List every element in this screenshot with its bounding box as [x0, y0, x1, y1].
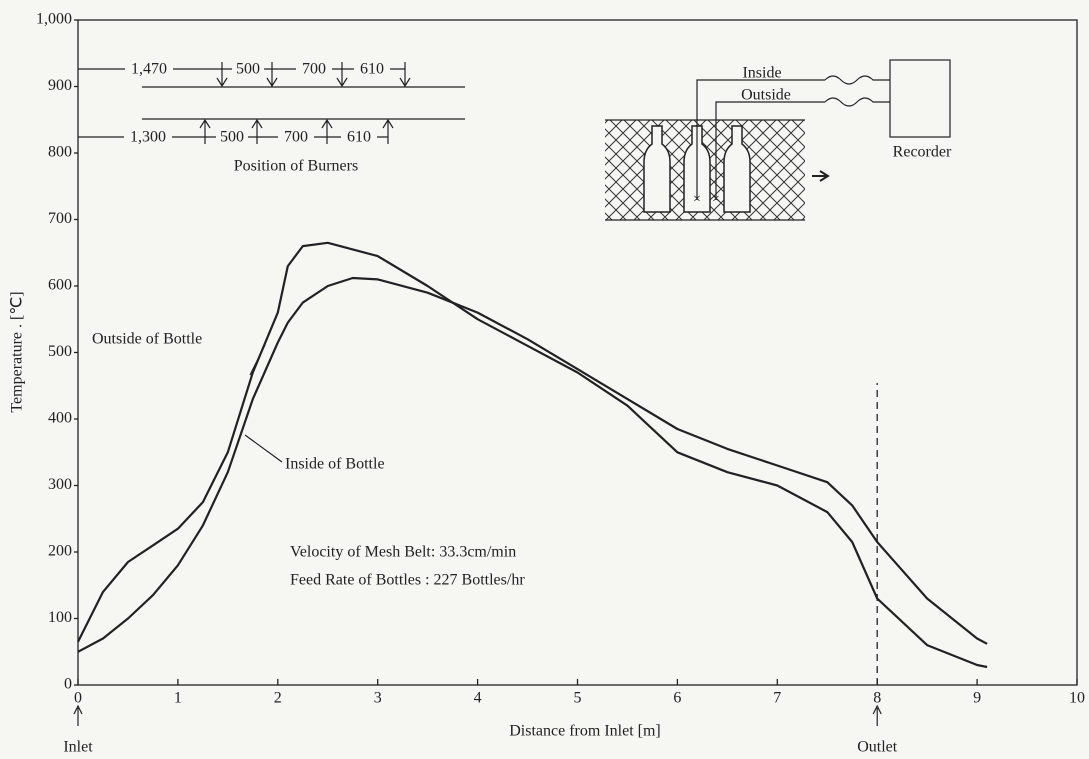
marker-label: Inlet	[63, 739, 93, 756]
y-tick-label: 200	[48, 543, 72, 560]
y-tick-label: 500	[48, 343, 72, 360]
dimension: 500	[236, 61, 260, 78]
inset-title: Position of Burners	[234, 158, 358, 175]
svg-text:×: ×	[693, 192, 701, 207]
x-tick-label: 6	[673, 690, 681, 707]
measurement-inset: × × Inside Outside Recorder	[605, 60, 952, 220]
svg-text:×: ×	[712, 192, 720, 207]
x-tick-label: 7	[773, 690, 781, 707]
label-pointer	[245, 435, 282, 462]
x-axis-label: Distance from Inlet [m]	[509, 723, 661, 740]
x-tick-label: 5	[574, 690, 582, 707]
recorder-label: Recorder	[893, 144, 952, 161]
series-label: Outside of Bottle	[92, 331, 202, 348]
plot-frame	[78, 20, 1077, 685]
dimension: 1,300	[130, 129, 166, 146]
y-tick-label: 900	[48, 77, 72, 94]
x-tick-label: 10	[1069, 690, 1085, 707]
x-tick-label: 4	[474, 690, 482, 707]
series-line	[78, 278, 987, 652]
x-tick-label: 8	[873, 690, 881, 707]
marker-label: Outlet	[857, 739, 898, 756]
probe-label: Inside	[742, 65, 781, 82]
y-tick-label: 300	[48, 476, 72, 493]
x-tick-label: 3	[374, 690, 382, 707]
y-tick-label: 0	[64, 676, 72, 693]
dimension: 1,470	[131, 61, 167, 78]
annotation: Velocity of Mesh Belt: 33.3cm/min	[290, 544, 516, 561]
y-tick-label: 800	[48, 144, 72, 161]
probe-label: Outside	[741, 87, 791, 104]
marker-arrow	[74, 706, 82, 726]
dimension: 500	[220, 129, 244, 146]
marker-arrow	[873, 706, 881, 726]
x-tick-label: 9	[973, 690, 981, 707]
y-tick-label: 600	[48, 277, 72, 294]
y-tick-label: 400	[48, 410, 72, 427]
annotation: Feed Rate of Bottles : 227 Bottles/hr	[290, 572, 525, 589]
dimension: 610	[360, 61, 384, 78]
x-tick-label: 1	[174, 690, 182, 707]
dimension: 700	[284, 129, 308, 146]
burner-inset: 1,470 500 700 610 1,300 500 700 610 Posi…	[78, 60, 465, 175]
y-axis-label: Temperature . [℃]	[9, 291, 26, 412]
dimension: 610	[347, 129, 371, 146]
x-tick-label: 0	[74, 690, 82, 707]
dimension: 700	[302, 61, 326, 78]
series-line	[78, 243, 987, 667]
x-tick-label: 2	[274, 690, 282, 707]
chart: Temperature . [℃] Distance from Inlet [m…	[0, 0, 1089, 759]
y-tick-label: 700	[48, 210, 72, 227]
y-tick-label: 100	[48, 609, 72, 626]
series-label: Inside of Bottle	[285, 456, 385, 473]
y-tick-label: 1,000	[36, 11, 72, 28]
